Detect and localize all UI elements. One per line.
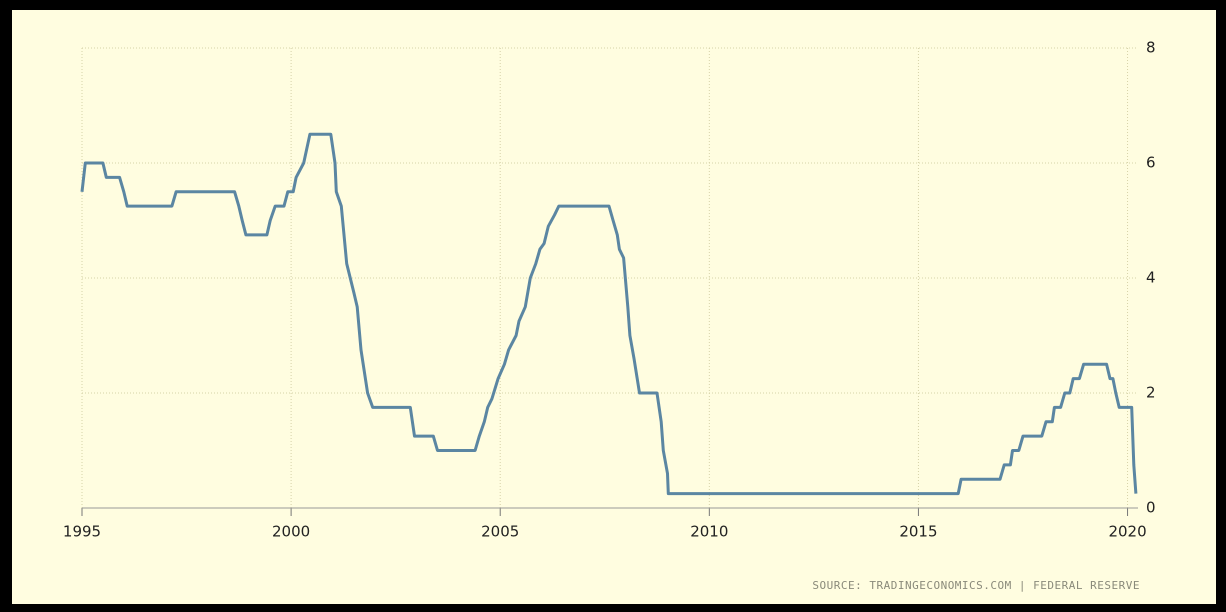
y-tick-label: 4 <box>1146 269 1156 287</box>
source: SOURCE: TRADINGECONOMICS.COM | FEDERAL R… <box>812 579 1140 592</box>
x-tick-label: 2010 <box>690 523 728 541</box>
y-tick-label: 0 <box>1146 499 1156 517</box>
x-tick-label: 1995 <box>63 523 101 541</box>
background <box>12 10 1216 604</box>
y-tick-label: 6 <box>1146 154 1156 172</box>
x-tick-label: 2005 <box>481 523 519 541</box>
x-tick-label: 2000 <box>272 523 310 541</box>
y-tick-label: 8 <box>1146 39 1156 57</box>
y-tick-label: 2 <box>1146 384 1156 402</box>
x-tick-label: 2015 <box>899 523 937 541</box>
x-tick-label: 2020 <box>1108 523 1146 541</box>
line-series <box>80 132 1138 496</box>
